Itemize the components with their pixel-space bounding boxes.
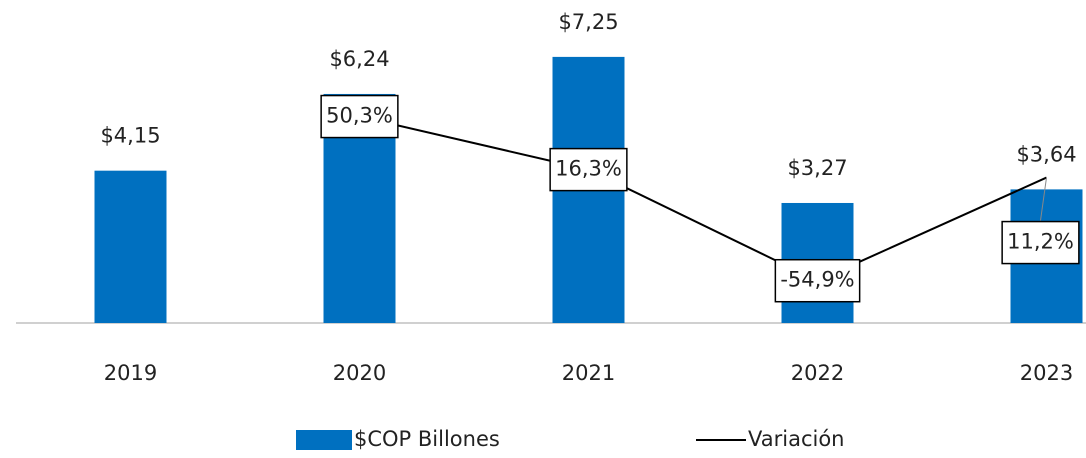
line-label-box xyxy=(320,94,399,139)
legend-label: $COP Billones xyxy=(354,427,500,451)
line-label-box xyxy=(774,258,861,303)
x-tick-label: 2020 xyxy=(333,361,386,385)
x-tick-label: 2019 xyxy=(104,361,157,385)
line-label-box xyxy=(549,147,628,192)
leader-line xyxy=(1040,177,1047,221)
bar-label: $3,64 xyxy=(1016,142,1076,166)
line xyxy=(359,115,1047,282)
x-tick-label: 2022 xyxy=(791,361,844,385)
x-tick-label: 2021 xyxy=(562,361,615,385)
line-label: -54,9% xyxy=(780,268,854,292)
line-label: 16,3% xyxy=(555,157,622,181)
line-label-box xyxy=(1001,220,1080,265)
bar xyxy=(94,170,167,323)
bar-label: $3,27 xyxy=(787,156,847,180)
bar-label: $6,24 xyxy=(329,47,389,71)
bar-label: $4,15 xyxy=(100,124,160,148)
line-label: 11,2% xyxy=(1007,230,1074,254)
legend-label: Variación xyxy=(748,427,844,451)
legend-swatch xyxy=(296,430,352,450)
bar-label: $7,25 xyxy=(558,10,618,34)
x-tick-label: 2023 xyxy=(1020,361,1073,385)
line-label: 50,3% xyxy=(326,104,393,128)
